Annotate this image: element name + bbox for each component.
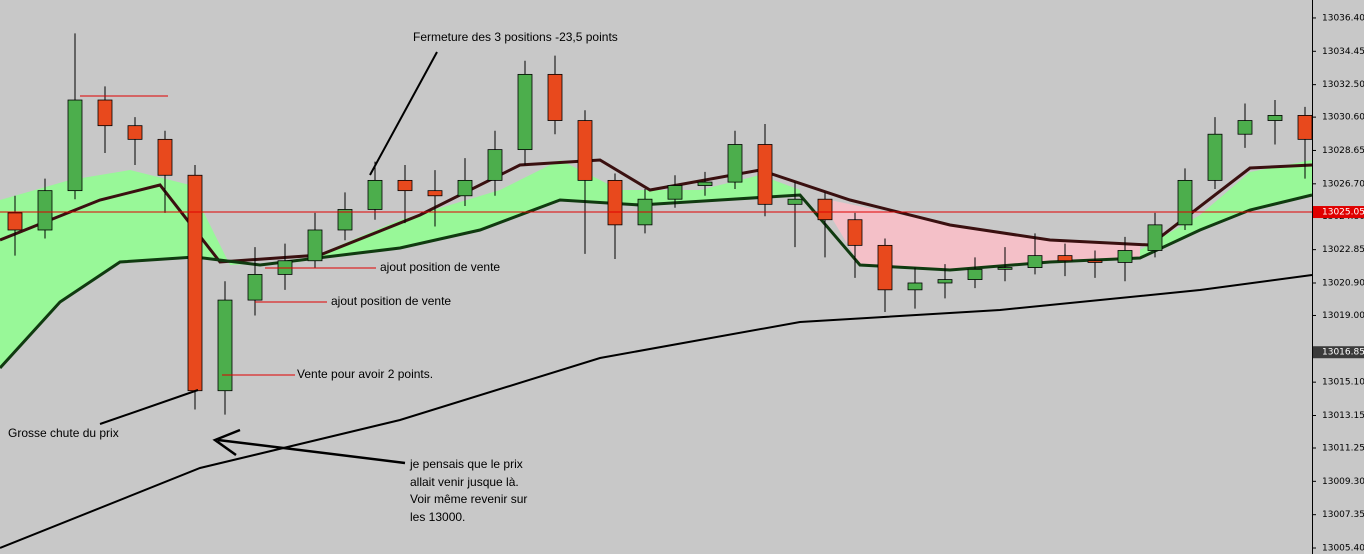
candle-body	[457, 179, 473, 197]
candle-body	[937, 279, 953, 284]
y-tick-label: 13013.15	[1322, 411, 1364, 421]
y-tick-label: 13026.70	[1322, 179, 1364, 189]
candle-body	[217, 299, 233, 392]
candle-body	[367, 179, 383, 210]
green-average	[0, 193, 1313, 370]
candle-body	[907, 282, 923, 291]
candle-body	[877, 244, 893, 291]
y-tick-label: 13005.40	[1322, 544, 1364, 554]
y-tick-label: 13028.65	[1322, 146, 1364, 156]
candle-body	[1267, 115, 1283, 121]
candle-body	[1237, 120, 1253, 135]
candle-body	[127, 125, 143, 140]
candle-body	[157, 138, 173, 176]
candle-body	[1297, 115, 1313, 140]
candle-body	[997, 267, 1013, 270]
candle-body	[1207, 133, 1223, 181]
candle-body	[727, 144, 743, 183]
candle-body	[487, 149, 503, 181]
candles	[7, 33, 1313, 415]
candle-body	[967, 268, 983, 280]
candle-body	[667, 185, 683, 200]
pointer	[99, 389, 199, 425]
y-tick-label: 13009.30	[1322, 477, 1364, 487]
annotation: je pensais que le prix	[409, 457, 523, 471]
annotation: Fermeture des 3 positions -23,5 points	[413, 30, 618, 44]
candle-body	[1117, 250, 1133, 263]
annotations: Fermeture des 3 positions -23,5 points a…	[8, 30, 618, 524]
candle-body	[7, 212, 23, 231]
candle-body	[577, 120, 593, 181]
candle-body	[37, 190, 53, 231]
annotation: Voir même revenir sur	[410, 492, 527, 506]
candle-body	[1027, 255, 1043, 268]
long-average	[0, 274, 1313, 549]
candle-body	[1087, 260, 1103, 263]
candle-body	[547, 73, 563, 121]
y-tick-label: 13015.10	[1322, 378, 1364, 388]
candle-body	[1057, 255, 1073, 262]
arrow	[217, 438, 406, 465]
annotation: Vente pour avoir 2 points.	[297, 367, 433, 381]
candle-body	[337, 209, 353, 231]
y-tick-label: 13019.00	[1322, 311, 1364, 321]
candle-body	[757, 144, 773, 205]
y-tick-label: 13032.50	[1322, 80, 1364, 90]
price-label: 13016.85	[1322, 348, 1364, 358]
y-tick-label: 13022.85	[1322, 245, 1364, 255]
candle-body	[397, 179, 413, 192]
candle-body	[187, 174, 203, 392]
annotation: ajout position de vente	[380, 260, 500, 274]
candle-body	[247, 274, 263, 301]
arrow-head	[212, 428, 241, 457]
y-tick-label: 13020.90	[1322, 278, 1364, 288]
annotation: ajout position de vente	[331, 294, 451, 308]
pointer	[369, 51, 438, 176]
y-tick-label: 13036.40	[1322, 13, 1364, 23]
candle-body	[427, 190, 443, 197]
candle-body	[787, 198, 803, 205]
annotation: les 13000.	[410, 510, 465, 524]
annotation: allait venir jusque là.	[410, 475, 519, 489]
price-label: 13025.05	[1322, 208, 1364, 218]
price-box	[1313, 206, 1364, 219]
pink-band	[830, 200, 1140, 270]
y-tick-label: 13011.25	[1322, 443, 1364, 453]
candle-body	[307, 229, 323, 262]
candle-body	[517, 73, 533, 151]
y-tick-label: 13034.45	[1322, 47, 1364, 57]
candle-body	[1147, 224, 1163, 251]
candle-body	[607, 179, 623, 226]
candle-body	[97, 99, 113, 127]
candle-body	[697, 181, 713, 186]
green-band	[1140, 160, 1312, 258]
annotation: Grosse chute du prix	[8, 426, 119, 440]
candle-body	[1177, 179, 1193, 226]
y-tick-label: 13030.60	[1322, 113, 1364, 123]
y-tick-label: 13007.35	[1322, 510, 1364, 520]
candle-body	[847, 219, 863, 246]
candle-body	[817, 198, 833, 221]
candle-body	[67, 99, 83, 192]
price-box	[1313, 346, 1364, 359]
